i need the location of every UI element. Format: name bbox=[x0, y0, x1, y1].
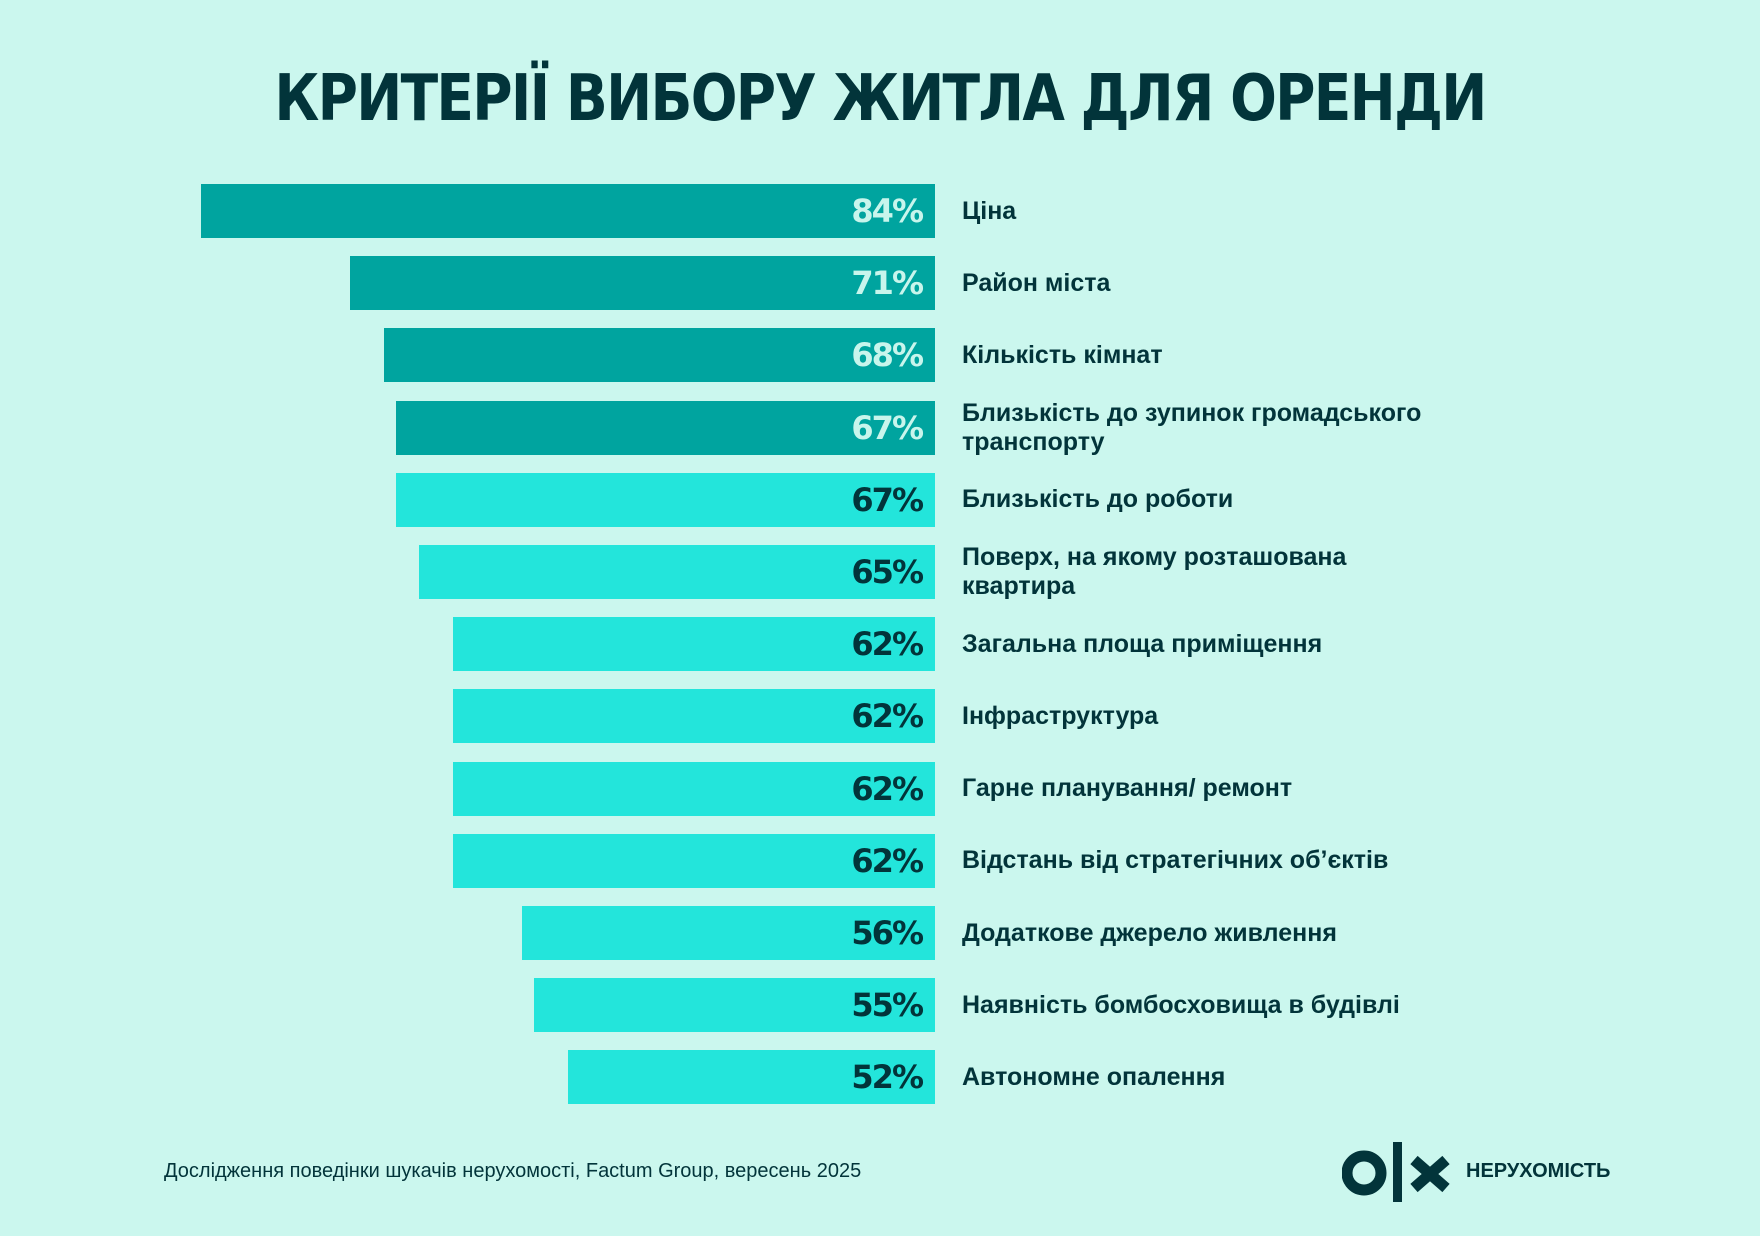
value-label: 67% bbox=[851, 408, 924, 447]
chart-title: КРИТЕРІЇ ВИБОРУ ЖИТЛА ДЛЯ ОРЕНДИ bbox=[274, 62, 1487, 136]
value-label: 71% bbox=[851, 264, 924, 303]
value-label: 65% bbox=[851, 553, 924, 591]
category-label: Відстань від стратегічних об’єктів bbox=[962, 846, 1389, 875]
value-label: 67% bbox=[851, 480, 924, 519]
category-label: Район міста bbox=[962, 268, 1111, 297]
category-label: Близькість до роботи bbox=[962, 485, 1234, 514]
value-label: 62% bbox=[851, 697, 924, 736]
category-label: Близькість до зупинок громадського транс… bbox=[962, 398, 1422, 456]
value-label: 62% bbox=[851, 625, 924, 664]
bar bbox=[395, 472, 935, 527]
bar bbox=[453, 833, 935, 888]
value-label: 84% bbox=[851, 192, 924, 230]
category-label: Кількість кімнат bbox=[962, 340, 1163, 369]
value-label: 62% bbox=[851, 841, 924, 880]
value-label: 62% bbox=[851, 769, 924, 808]
category-label: Загальна площа приміщення bbox=[962, 629, 1323, 658]
bar bbox=[453, 761, 935, 816]
value-label: 55% bbox=[851, 986, 924, 1025]
category-label: Гарне планування/ ремонт bbox=[962, 774, 1293, 803]
value-label: 68% bbox=[851, 336, 924, 375]
bar bbox=[533, 978, 935, 1033]
bar bbox=[200, 184, 935, 238]
category-label: Додаткове джерело живлення bbox=[962, 918, 1337, 947]
category-label: Інфраструктура bbox=[962, 701, 1159, 730]
category-label: Автономне опалення bbox=[962, 1062, 1226, 1091]
source-note: Дослідження поведінки шукачів нерухомост… bbox=[164, 1160, 862, 1182]
olx-logo bbox=[1342, 1142, 1450, 1202]
bar bbox=[350, 256, 935, 311]
brand-name: НЕРУХОМІСТЬ bbox=[1466, 1160, 1611, 1182]
value-label: 52% bbox=[851, 1058, 924, 1097]
value-label: 56% bbox=[851, 914, 924, 952]
category-label: Ціна bbox=[962, 196, 1017, 225]
bar bbox=[567, 1050, 935, 1105]
bar bbox=[395, 400, 935, 455]
bar bbox=[522, 906, 935, 960]
bar bbox=[418, 545, 935, 599]
category-label: Поверх, на якому розташована квартира bbox=[962, 543, 1347, 600]
bar bbox=[384, 328, 935, 383]
category-label: Наявність бомбосховища в будівлі bbox=[962, 990, 1400, 1019]
bar bbox=[453, 617, 935, 672]
bar bbox=[453, 689, 935, 744]
